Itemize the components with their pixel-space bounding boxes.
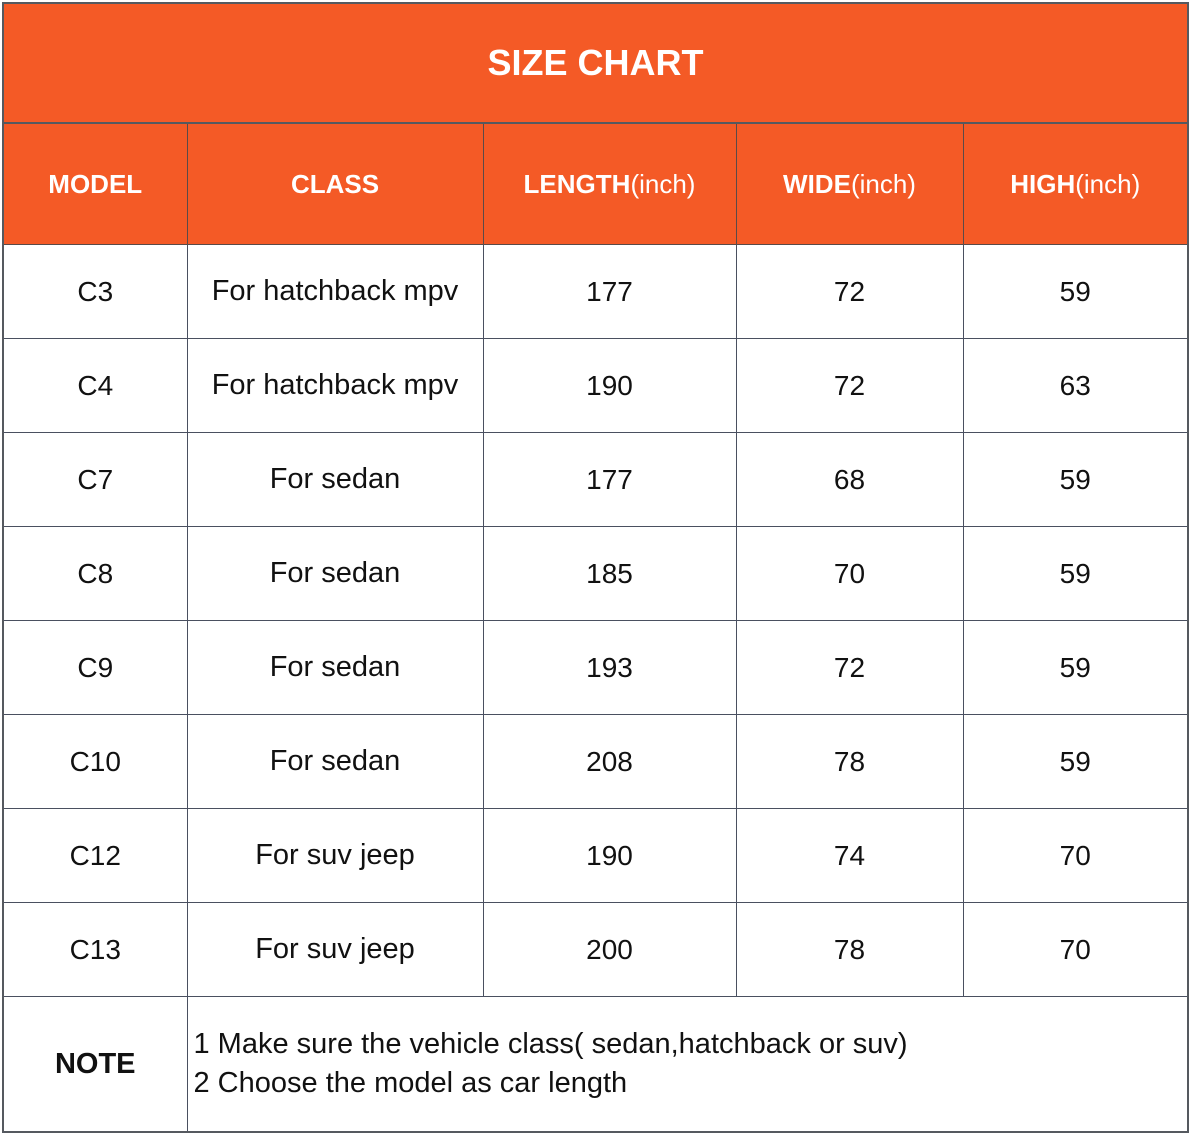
column-header-label: MODEL — [48, 168, 143, 199]
class-cell: For sedan — [186, 620, 484, 715]
high-cell: 63 — [962, 338, 1189, 433]
model-cell: C12 — [2, 808, 188, 903]
table-row: C10 For sedan 208 78 59 — [2, 714, 1189, 809]
column-header-unit: (inch) — [1075, 168, 1141, 199]
column-header: WIDE(inch) — [735, 122, 964, 245]
length-cell: 185 — [482, 526, 737, 621]
column-header: LENGTH(inch) — [482, 122, 737, 245]
wide-cell: 70 — [735, 526, 964, 621]
class-cell: For hatchback mpv — [186, 338, 484, 433]
length-cell: 190 — [482, 338, 737, 433]
wide-cell: 78 — [735, 902, 964, 997]
column-header-label: LENGTH — [523, 168, 631, 199]
wide-cell: 72 — [735, 620, 964, 715]
high-cell: 59 — [962, 244, 1189, 339]
wide-cell: 74 — [735, 808, 964, 903]
table-row: C8 For sedan 185 70 59 — [2, 526, 1189, 621]
length-cell: 190 — [482, 808, 737, 903]
wide-cell: 78 — [735, 714, 964, 809]
high-cell: 59 — [962, 714, 1189, 809]
note-line: 1 Make sure the vehicle class( sedan,hat… — [193, 1028, 908, 1060]
header-row: MODEL CLASS LENGTH(inch) WIDE(inch) HIGH(inc… — [2, 122, 1189, 245]
class-cell: For sedan — [186, 526, 484, 621]
class-cell: For sedan — [186, 714, 484, 809]
column-header-label: CLASS — [290, 168, 380, 199]
length-cell: 177 — [482, 432, 737, 527]
note-row: NOTE 1 Make sure the vehicle class( seda… — [2, 996, 1189, 1133]
note-text: 1 Make sure the vehicle class( sedan,hat… — [186, 996, 1189, 1133]
length-cell: 177 — [482, 244, 737, 339]
wide-cell: 68 — [735, 432, 964, 527]
column-header: CLASS — [186, 122, 484, 245]
model-cell: C8 — [2, 526, 188, 621]
length-cell: 208 — [482, 714, 737, 809]
column-header: HIGH(inch) — [962, 122, 1189, 245]
length-cell: 193 — [482, 620, 737, 715]
table-row: C13 For suv jeep 200 78 70 — [2, 902, 1189, 997]
note-line: 2 Choose the model as car length — [193, 1067, 628, 1099]
class-cell: For suv jeep — [186, 808, 484, 903]
model-cell: C9 — [2, 620, 188, 715]
class-cell: For suv jeep — [186, 902, 484, 997]
column-header-label: WIDE — [783, 168, 851, 199]
model-cell: C7 — [2, 432, 188, 527]
high-cell: 59 — [962, 620, 1189, 715]
class-cell: For hatchback mpv — [186, 244, 484, 339]
table-row: C4 For hatchback mpv 190 72 63 — [2, 338, 1189, 433]
column-header-unit: (inch) — [630, 168, 696, 199]
table-row: C7 For sedan 177 68 59 — [2, 432, 1189, 527]
table-title: SIZE CHART — [2, 2, 1189, 124]
column-header-label: HIGH — [1010, 168, 1076, 199]
model-cell: C3 — [2, 244, 188, 339]
column-header: MODEL — [2, 122, 188, 245]
wide-cell: 72 — [735, 244, 964, 339]
table-row: C12 For suv jeep 190 74 70 — [2, 808, 1189, 903]
model-cell: C4 — [2, 338, 188, 433]
table-row: C9 For sedan 193 72 59 — [2, 620, 1189, 715]
high-cell: 70 — [962, 902, 1189, 997]
high-cell: 59 — [962, 432, 1189, 527]
wide-cell: 72 — [735, 338, 964, 433]
class-cell: For sedan — [186, 432, 484, 527]
table-row: C3 For hatchback mpv 177 72 59 — [2, 244, 1189, 339]
model-cell: C13 — [2, 902, 188, 997]
note-label: NOTE — [2, 996, 188, 1133]
column-header-unit: (inch) — [850, 168, 916, 199]
high-cell: 59 — [962, 526, 1189, 621]
length-cell: 200 — [482, 902, 737, 997]
model-cell: C10 — [2, 714, 188, 809]
high-cell: 70 — [962, 808, 1189, 903]
